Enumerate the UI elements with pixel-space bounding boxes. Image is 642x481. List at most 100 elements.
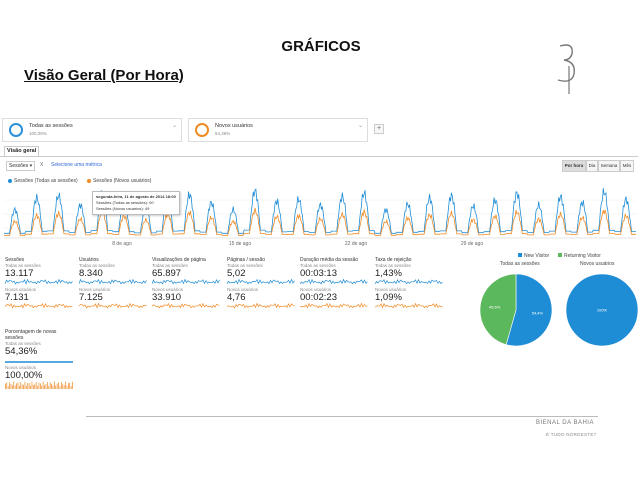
spark-bar (14, 385, 16, 389)
metric-sub-label: Novos usuários (79, 287, 111, 292)
spark-bar (16, 383, 17, 389)
spark-bar (56, 383, 58, 389)
metric-sub-label: Todas as sessões (227, 263, 263, 268)
slide-subtitle: Visão Geral (Por Hora) (24, 67, 184, 84)
metric-card[interactable]: Visualizações de página Todas as sessões 6… (152, 257, 222, 319)
segment-ring-icon (9, 123, 23, 137)
metric-value: 00:02:23 (300, 292, 337, 303)
sparkline (5, 361, 73, 363)
add-metric-link[interactable]: Selecione uma métrica (51, 162, 102, 168)
segment-bar: Todas as sessões 100,00% ⌄ Novos usuário… (0, 116, 642, 144)
spark-bar (6, 382, 8, 389)
close-icon[interactable]: X (40, 162, 44, 168)
slide-title: GRÁFICOS (281, 38, 361, 55)
spark-bar (37, 385, 38, 389)
metric-card-pct-new-sessions[interactable]: Porcentagem de novas sessões Todas as se… (5, 329, 77, 401)
sparkline (152, 303, 220, 309)
pie-title-new: Novos usuários (580, 261, 615, 267)
metric-sub-label: Novos usuários (152, 287, 184, 292)
footer-divider (86, 416, 598, 417)
sparkline (5, 303, 73, 309)
metric-card[interactable]: Duração média da sessão Todas as sessões 0… (300, 257, 370, 319)
spark-bar (66, 385, 68, 389)
sparkline-path (152, 303, 220, 309)
metric-label: Taxa de rejeição (375, 257, 412, 263)
time-day-button[interactable]: Dia (586, 160, 598, 172)
chevron-down-icon[interactable]: ⌄ (357, 123, 363, 129)
spark-bar (17, 382, 19, 389)
legend-swatch-returning (558, 253, 562, 257)
sparkline (79, 279, 147, 285)
legend-swatch-new (518, 253, 522, 257)
tooltip-title: segunda-feira, 11 de agosto de 2014 18:0… (96, 194, 176, 199)
spark-bar (72, 381, 73, 389)
metric-value: 13.117 (5, 268, 34, 279)
footer-tagline: É TUDO NORDESTE? (546, 432, 597, 437)
metric-label: Usuários (79, 257, 99, 263)
spark-bar (30, 385, 31, 389)
metric-select-label: Sessões (9, 163, 29, 169)
spark-bar (49, 382, 51, 389)
add-segment-button[interactable]: + (374, 124, 384, 134)
sparkline-path (5, 303, 73, 309)
metric-sub-label: Todas as sessões (5, 341, 41, 346)
tab-overview[interactable]: Visão geral (4, 146, 40, 156)
sparkline-path (375, 279, 443, 285)
x-tick-label: 22 de ago (345, 241, 367, 247)
spark-bar (5, 383, 6, 389)
pie-charts-svg: New Visitor Returning Visitor Todas as s… (479, 253, 639, 347)
spark-bar (54, 381, 55, 389)
spark-bar (38, 382, 40, 389)
spark-bar (10, 384, 12, 389)
metric-card[interactable]: Usuários Todas as sessões 8.340 Novos usuár… (79, 257, 149, 319)
metric-value: 65.897 (152, 268, 182, 279)
time-month-button[interactable]: Mês (620, 160, 634, 172)
metric-value: 7.131 (5, 292, 29, 303)
sparkline-path (5, 279, 73, 285)
x-tick-label: 29 de ago (461, 241, 483, 247)
segment-new-users[interactable]: Novos usuários 54,36% ⌄ (188, 118, 368, 142)
x-tick-label: 8 de ago (112, 241, 132, 247)
metric-card[interactable]: Páginas / sessão Todas as sessões 5,02 Novo… (227, 257, 297, 319)
sparkline-path (227, 303, 295, 309)
spark-bar (7, 385, 9, 389)
metric-label: Sessões (5, 257, 25, 263)
spark-bar (44, 385, 45, 389)
pie-slice (505, 273, 553, 347)
tooltip-line-new: Sessões (Novos usuários): 49 (96, 206, 150, 211)
metric-label: Páginas / sessão (227, 257, 266, 263)
segment-name: Novos usuários (215, 123, 253, 129)
x-tick-label: 15 de ago (229, 241, 251, 247)
metric-select[interactable]: Sessões ▾ (6, 161, 36, 171)
spark-bar (70, 385, 72, 389)
sparkline (79, 303, 147, 309)
metric-card[interactable]: Taxa de rejeição Todas as sessões 1,43% Nov… (375, 257, 445, 319)
metric-sub-label: Todas as sessões (79, 263, 115, 268)
spark-bar (9, 382, 10, 389)
spark-bar (27, 382, 29, 389)
time-hourly-button[interactable]: Por hora (562, 160, 586, 172)
chevron-down-icon[interactable]: ⌄ (171, 123, 177, 129)
chart-legend: Sessões (Todas as sessões) Sessões (Novo… (8, 178, 151, 186)
sparkline-path (300, 279, 368, 285)
metric-sub-label: Novos usuários (227, 287, 259, 292)
time-week-button[interactable]: Semana (598, 160, 620, 172)
pie-legend-new: New Visitor (524, 253, 550, 259)
metric-value: 8.340 (79, 268, 103, 279)
spark-bar (34, 384, 36, 389)
spark-bar (35, 381, 37, 389)
metric-label: sessões (5, 335, 24, 341)
sparkline (375, 279, 443, 285)
spark-bar (40, 383, 41, 389)
series-line-new-users (4, 207, 636, 236)
segment-all-sessions[interactable]: Todas as sessões 100,00% ⌄ (2, 118, 182, 142)
spark-bar (23, 384, 24, 389)
sparkline-path (227, 279, 295, 285)
legend-item: Sessões (Novos usuários) (87, 178, 151, 184)
metric-sub-label: Todas as sessões (5, 263, 41, 268)
spark-bar (41, 385, 43, 389)
metric-label: Porcentagem de novas (5, 329, 57, 335)
metric-card[interactable]: Sessões Todas as sessões 13.117 Novos usuár… (5, 257, 75, 319)
metric-sub-label: Novos usuários (5, 365, 37, 370)
sparkline-path (79, 279, 147, 285)
